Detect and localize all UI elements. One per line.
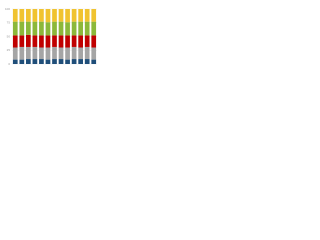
bar-segment (19, 59, 25, 64)
bar-segment (84, 46, 90, 60)
bar-segment (32, 59, 38, 64)
y-tick-label: 100 (5, 7, 10, 11)
bar-segment (19, 35, 25, 47)
bar-segment (12, 47, 18, 60)
y-tick-label: 0 (8, 62, 10, 66)
bar-segment (78, 35, 84, 48)
bar-segment (65, 22, 70, 36)
y-tick-label: 25 (7, 48, 11, 52)
bar-segment (71, 9, 77, 22)
bar-segment (25, 59, 31, 64)
bar-segment (25, 21, 31, 35)
bar-segment (58, 47, 64, 60)
bar-segment (91, 59, 97, 64)
bar-segment (91, 35, 97, 48)
bar-segment (91, 9, 97, 22)
bar-segment (45, 35, 51, 48)
bar-segment (71, 21, 77, 36)
bar-segment (39, 21, 44, 36)
bar-segment (65, 59, 70, 64)
bar-segment (39, 59, 44, 64)
bar-segment (39, 35, 44, 48)
bar-segment (78, 21, 84, 36)
bar-segment (19, 21, 25, 36)
bar-segment (78, 47, 84, 60)
bar-segment (52, 46, 57, 60)
bar-segment (12, 9, 18, 22)
bar-segment (12, 59, 18, 64)
bar-segment (52, 21, 57, 36)
y-tick-label: 50 (7, 34, 11, 38)
chart: 0 25 50 75 100 (5, 7, 97, 66)
bar-segment (78, 9, 84, 22)
y-tick-label: 75 (7, 21, 11, 25)
bar-segment (52, 35, 57, 47)
bar-segment (52, 9, 57, 22)
bar-segment (45, 9, 51, 23)
bar-segment (12, 21, 18, 36)
bar-segment (19, 46, 25, 60)
bar-segment (45, 59, 51, 64)
bar-segment (32, 35, 38, 47)
bar-segment (25, 9, 31, 22)
page: {"chart_data": {"type": "stacked-bar", "… (0, 0, 100, 71)
bar-segment (32, 46, 38, 60)
bar-segment (45, 22, 51, 36)
bar-segment (45, 47, 51, 60)
bar-segment (65, 9, 70, 23)
bar-segment (65, 47, 70, 60)
bar-segment (78, 59, 84, 64)
bar-segment (84, 35, 90, 47)
bar-segment (19, 9, 25, 22)
bar-segment (71, 35, 77, 47)
bar-segment (25, 34, 31, 47)
bar-segment (58, 9, 64, 22)
bar-segment (52, 59, 57, 64)
bar-segment (58, 59, 64, 64)
bar-segment (91, 47, 97, 60)
bar-segment (84, 59, 90, 64)
bar-segment (65, 35, 70, 48)
bar-segment (71, 46, 77, 60)
bar-segment (58, 21, 64, 36)
bar-segment (32, 9, 38, 22)
bar-segment (84, 9, 90, 22)
bar-segment (32, 21, 38, 36)
bar-segment (71, 59, 77, 64)
bar-segment (91, 21, 97, 36)
bar-segment (12, 35, 18, 48)
bar-segment (84, 21, 90, 36)
bar-segment (39, 47, 44, 60)
bar-segment (39, 9, 44, 22)
bar-segment (25, 46, 31, 60)
bar-segment (58, 35, 64, 48)
